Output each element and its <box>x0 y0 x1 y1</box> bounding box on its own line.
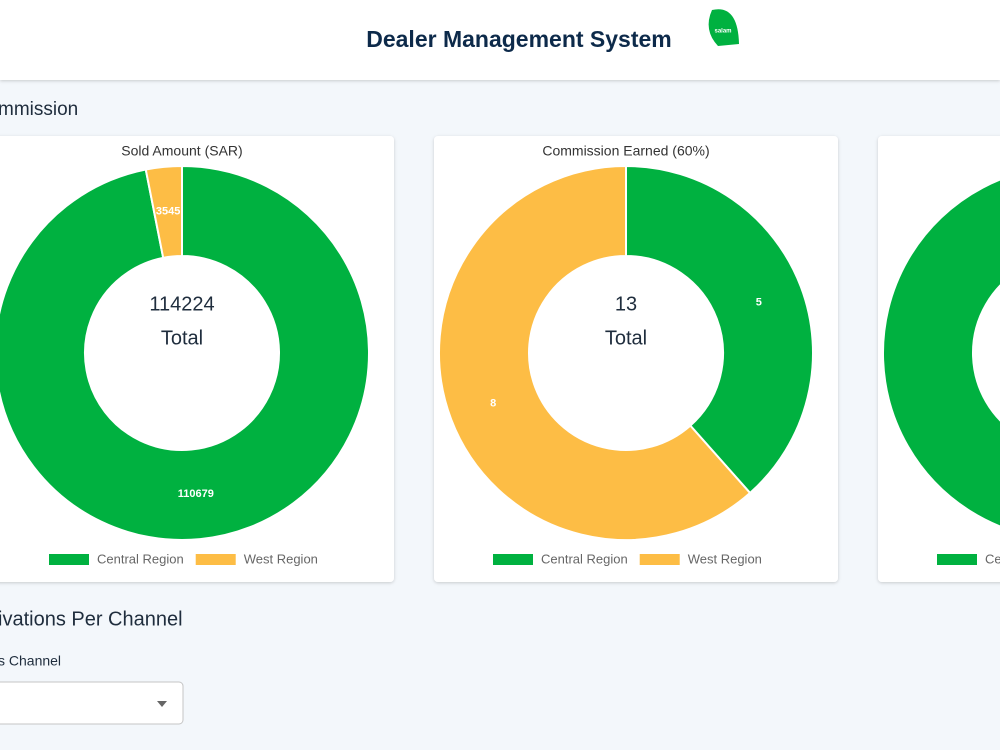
section-title: mmission <box>0 99 78 120</box>
legend-label: West Region <box>244 551 318 566</box>
slice <box>437 164 752 541</box>
legend-swatch <box>49 554 89 565</box>
slice <box>0 164 370 541</box>
center-total: 13 <box>615 293 637 315</box>
slice <box>625 164 814 495</box>
chart-title: Commission Earned (60%) <box>542 143 709 159</box>
slice <box>144 164 183 260</box>
legend-label: Central Region <box>541 551 628 566</box>
center-total: 114224 <box>149 293 214 315</box>
channel-select[interactable] <box>0 681 184 725</box>
section-title: ivations Per Channel <box>0 608 183 630</box>
legend-swatch <box>493 554 533 565</box>
logo <box>708 9 739 46</box>
select-caret <box>157 701 167 707</box>
legend-label: Ce <box>985 551 1000 566</box>
charts: Sold Amount (SAR) 110679 3545 114224 Total Ce… <box>0 136 1000 582</box>
legend-swatch <box>195 554 236 565</box>
legend-swatch <box>639 554 680 565</box>
legend-swatch <box>937 554 977 565</box>
data-label: 110679 <box>178 488 214 500</box>
header-title: Dealer Management System <box>366 26 672 52</box>
slice <box>881 178 1000 528</box>
field-label: s Channel <box>0 653 61 669</box>
header-bar <box>0 0 1000 80</box>
logo-text: salam <box>714 29 731 35</box>
legend-label: Central Region <box>97 551 184 566</box>
legend-label: West Region <box>688 551 762 566</box>
center-caption: Total <box>161 327 203 349</box>
data-label: 8 <box>490 397 496 409</box>
data-label: 3545 <box>156 206 180 218</box>
chart-title: Sold Amount (SAR) <box>121 143 242 159</box>
center-caption: Total <box>605 327 647 349</box>
data-label: 5 <box>756 297 762 309</box>
